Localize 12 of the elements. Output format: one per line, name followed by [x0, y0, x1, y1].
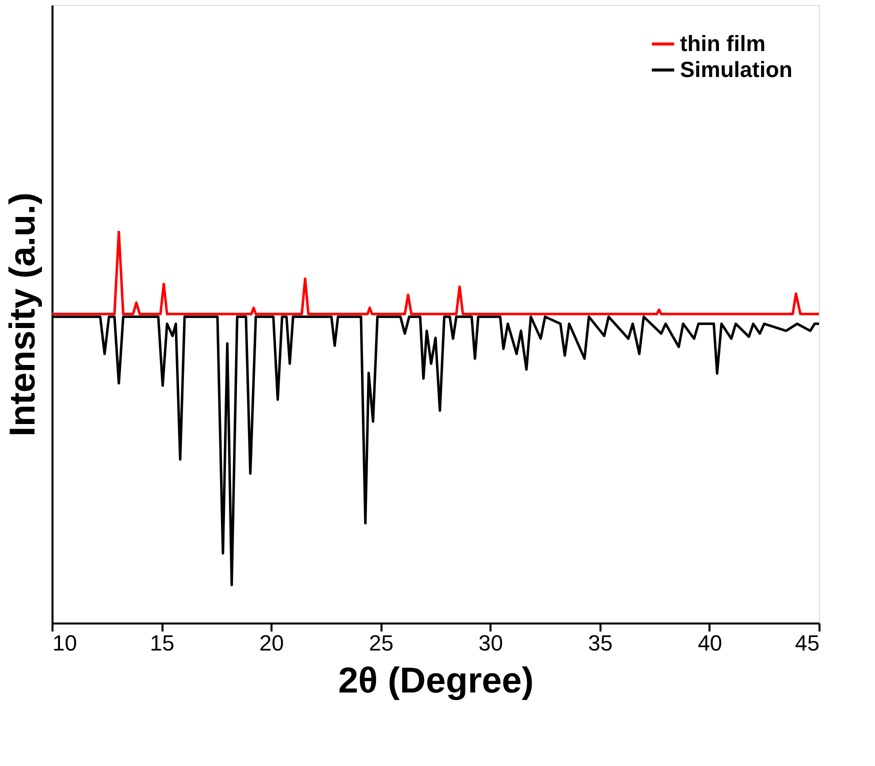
legend-label: Simulation: [680, 57, 792, 82]
x-tick-label: 25: [368, 630, 394, 656]
x-tick-label: 45: [795, 630, 820, 656]
legend-label: thin film: [680, 31, 766, 56]
y-axis-title: Intensity (a.u.): [2, 192, 42, 437]
x-tick-label: 10: [52, 630, 77, 656]
x-tick-label: 15: [150, 630, 174, 656]
x-tick-label: 35: [588, 630, 613, 656]
x-tick-label: 40: [698, 630, 722, 656]
x-tick-label: 20: [259, 630, 284, 656]
x-axis-title: 2θ (Degree): [338, 660, 534, 700]
x-tick-label: 30: [478, 630, 504, 656]
